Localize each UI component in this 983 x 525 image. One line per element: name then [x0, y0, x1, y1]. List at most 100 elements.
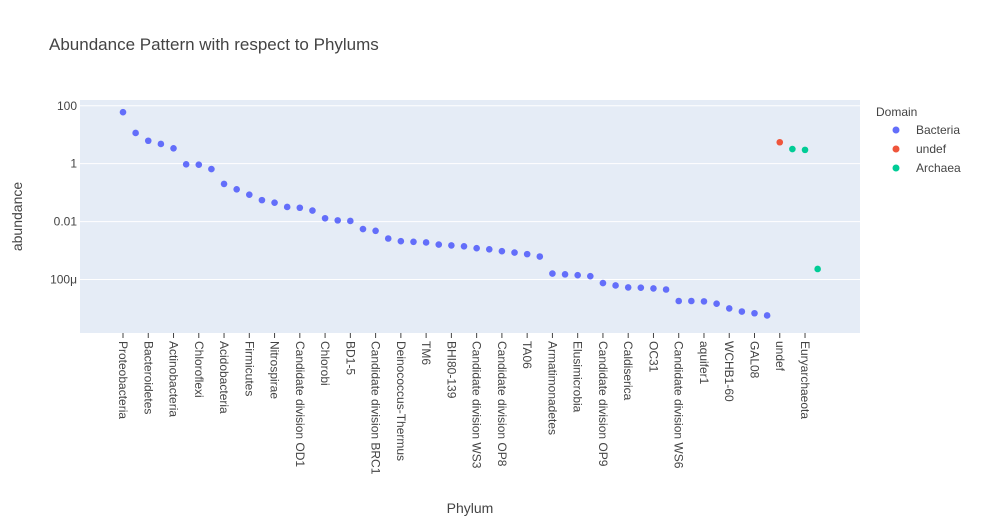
data-point-archaea[interactable] [814, 265, 821, 273]
x-tick-label: Candidate division WS6 [672, 341, 686, 469]
data-point-bacteria[interactable] [650, 285, 657, 292]
legend-item-undef[interactable]: undef [892, 142, 947, 156]
legend-marker [892, 126, 900, 134]
data-point-bacteria[interactable] [119, 108, 127, 116]
data-point-bacteria[interactable] [751, 309, 758, 317]
data-point-bacteria[interactable] [738, 308, 746, 315]
data-point-bacteria[interactable] [258, 196, 266, 204]
data-point-bacteria[interactable] [713, 300, 720, 308]
legend-label: undef [916, 142, 947, 156]
y-tick-label: 100 [57, 99, 77, 113]
data-point-bacteria[interactable] [763, 312, 771, 319]
data-point-bacteria[interactable] [347, 217, 354, 225]
legend[interactable]: Domain Bacteria undef Archaea [876, 105, 961, 175]
x-tick-label: Nitrospirae [268, 341, 282, 399]
y-tick-label: 0.01 [54, 215, 78, 229]
data-point-bacteria[interactable] [246, 191, 253, 198]
x-tick-label: OC31 [646, 341, 660, 373]
x-tick-label: Armatimonadetes [545, 341, 559, 435]
chart-title: Abundance Pattern with respect to Phylum… [49, 35, 379, 54]
x-tick-labels: Proteobacteria Bacteroidetes Actinobacteri… [116, 333, 812, 475]
data-point-bacteria[interactable] [321, 214, 329, 222]
data-point-bacteria[interactable] [309, 207, 316, 214]
legend-label: Bacteria [916, 123, 960, 137]
data-point-bacteria[interactable] [397, 237, 405, 245]
data-point-bacteria[interactable] [384, 235, 392, 242]
x-tick-label: undef [773, 341, 787, 372]
x-tick-label: Acidobacteria [217, 341, 231, 414]
data-point-bacteria[interactable] [662, 286, 670, 293]
x-tick-label: aquifer1 [697, 341, 711, 385]
x-tick-label: GAL08 [748, 341, 762, 379]
data-point-bacteria[interactable] [410, 238, 417, 246]
data-point-bacteria[interactable] [725, 305, 733, 312]
legend-title: Domain [876, 105, 917, 119]
x-tick-label: WCHB1-60 [722, 341, 736, 402]
data-points [119, 108, 821, 319]
data-point-bacteria[interactable] [574, 271, 581, 279]
x-tick-label: Candidate division OP9 [596, 341, 610, 467]
data-point-bacteria[interactable] [473, 244, 480, 252]
data-point-bacteria[interactable] [283, 203, 291, 211]
data-point-bacteria[interactable] [700, 298, 708, 305]
data-point-bacteria[interactable] [523, 250, 531, 258]
data-point-bacteria[interactable] [587, 272, 594, 280]
data-point-bacteria[interactable] [233, 186, 240, 193]
data-point-bacteria[interactable] [359, 225, 367, 233]
data-point-bacteria[interactable] [157, 140, 165, 148]
data-point-bacteria[interactable] [637, 284, 645, 291]
x-tick-label: Bacteroidetes [141, 341, 155, 414]
data-point-bacteria[interactable] [448, 242, 455, 249]
data-point-bacteria[interactable] [195, 161, 203, 169]
x-tick-label: Candidate division OP8 [495, 341, 509, 467]
data-point-bacteria[interactable] [561, 271, 569, 278]
data-point-bacteria[interactable] [144, 137, 152, 145]
data-point-bacteria[interactable] [372, 227, 379, 235]
data-point-bacteria[interactable] [422, 239, 430, 246]
data-point-bacteria[interactable] [511, 249, 518, 256]
y-tick-label: 1 [70, 157, 77, 171]
data-point-bacteria[interactable] [132, 129, 139, 137]
x-tick-label: BD1-5 [343, 341, 357, 375]
data-point-bacteria[interactable] [599, 279, 607, 287]
y-tick-label: 100μ [50, 272, 77, 286]
x-axis-title: Phylum [447, 500, 494, 516]
x-tick-label: Firmicutes [242, 341, 256, 396]
x-tick-label: Candidate division OD1 [293, 341, 307, 467]
legend-item-archaea[interactable]: Archaea [892, 161, 962, 175]
data-point-bacteria[interactable] [435, 241, 443, 248]
data-point-bacteria[interactable] [624, 284, 632, 291]
data-point-bacteria[interactable] [688, 297, 695, 305]
data-point-bacteria[interactable] [498, 247, 506, 255]
x-tick-label: Candidate division BRC1 [369, 341, 383, 475]
data-point-bacteria[interactable] [208, 165, 215, 173]
x-tick-label: Chlorobi [318, 341, 332, 386]
data-point-bacteria[interactable] [460, 242, 468, 250]
data-point-bacteria[interactable] [536, 253, 544, 260]
data-point-archaea[interactable] [789, 145, 796, 153]
data-point-bacteria[interactable] [170, 144, 177, 152]
x-tick-label: BHI80-139 [444, 341, 458, 399]
legend-item-bacteria[interactable]: Bacteria [892, 123, 961, 137]
data-point-bacteria[interactable] [182, 161, 190, 168]
data-point-bacteria[interactable] [549, 270, 556, 277]
x-tick-label: Euryarchaeota [798, 341, 812, 419]
data-point-bacteria[interactable] [271, 199, 278, 206]
x-tick-label: Elusimicrobia [571, 341, 585, 413]
y-axis-title: abundance [9, 182, 25, 252]
x-tick-label: Candidate division WS3 [470, 341, 484, 469]
data-point-bacteria[interactable] [675, 297, 683, 305]
x-tick-label: Actinobacteria [167, 341, 181, 417]
data-point-undef[interactable] [776, 138, 784, 146]
data-point-bacteria[interactable] [612, 282, 619, 289]
data-point-bacteria[interactable] [220, 180, 228, 188]
legend-marker [892, 145, 900, 153]
data-point-archaea[interactable] [801, 146, 809, 154]
y-tick-labels: 100 1 0.01 100μ [50, 99, 77, 287]
x-tick-label: TA06 [520, 341, 534, 369]
x-tick-label: Chloroflexi [192, 341, 206, 398]
data-point-bacteria[interactable] [334, 217, 342, 224]
x-tick-label: Caldiserica [621, 341, 635, 401]
data-point-bacteria[interactable] [296, 204, 304, 212]
data-point-bacteria[interactable] [485, 246, 493, 253]
